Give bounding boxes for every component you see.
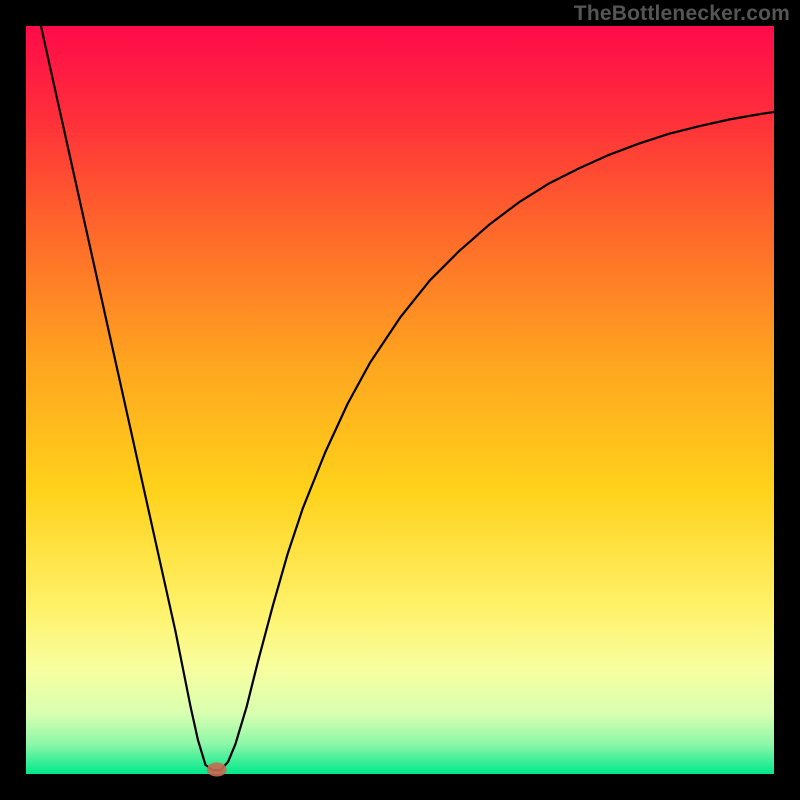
watermark-text: TheBottlenecker.com (574, 2, 790, 26)
optimal-point-marker (207, 763, 227, 777)
chart-svg (0, 0, 800, 800)
chart-frame: TheBottlenecker.com (0, 0, 800, 800)
plot-background (26, 26, 774, 774)
